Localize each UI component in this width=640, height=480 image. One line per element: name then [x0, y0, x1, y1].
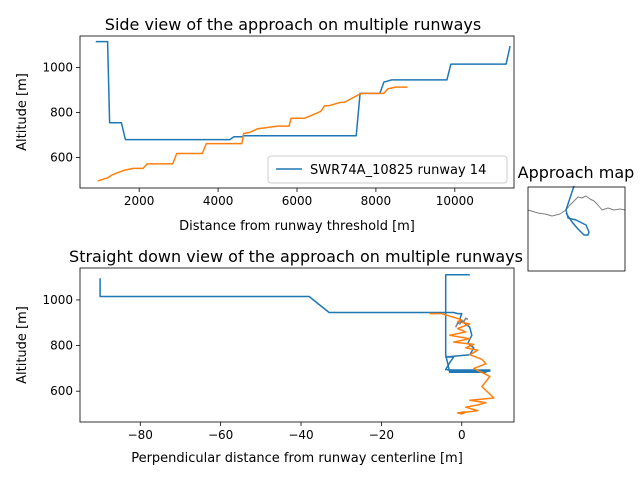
side-view-chart: Side view of the approach on multiple ru… [15, 15, 515, 234]
x-tick-label: −20 [369, 428, 394, 442]
side-view-series [95, 40, 511, 182]
x-tick-label: −60 [208, 428, 233, 442]
down-view-series [99, 274, 495, 415]
down-view-axes-frame [79, 267, 515, 423]
down-view-x-ticks: −80 −60 −40 −20 0 [128, 422, 466, 442]
side-view-axes-frame [79, 35, 515, 189]
x-tick-label: 10000 [436, 194, 474, 208]
down-view-x-label: Perpendicular distance from runway cente… [131, 451, 463, 466]
down-view-chart: Straight down view of the approach on mu… [15, 247, 523, 466]
x-tick-label: −40 [288, 428, 313, 442]
approach-map-title: Approach map [518, 163, 635, 182]
legend-entry-1: SWR74A_10825 runway 14 [310, 163, 486, 178]
series-line-2 [97, 86, 408, 182]
y-tick-label: 800 [50, 339, 73, 353]
down-view-title: Straight down view of the approach on mu… [69, 247, 523, 266]
down-view-plot-area [80, 268, 514, 422]
approach-map-frame [527, 186, 626, 272]
series-line-3 [455, 317, 469, 328]
y-tick-label: 1000 [42, 293, 73, 307]
approach-map-area [528, 187, 625, 271]
y-tick-label: 1000 [42, 61, 73, 75]
down-view-y-ticks: 600 800 1000 [42, 293, 80, 398]
legend-box [267, 155, 508, 184]
series-line-2 [429, 312, 495, 415]
map-approach-track [565, 185, 590, 236]
y-tick-label: 600 [50, 384, 73, 398]
approach-map-series [527, 185, 626, 236]
down-view-y-label: Altitude [m] [15, 306, 30, 384]
approach-map: Approach map [518, 163, 635, 272]
side-view-legend: SWR74A_10825 runway 14 [267, 155, 508, 184]
side-view-title: Side view of the approach on multiple ru… [105, 15, 481, 34]
x-tick-label: 2000 [124, 194, 155, 208]
x-tick-label: −80 [128, 428, 153, 442]
map-terrain-line [527, 195, 626, 217]
side-view-y-label: Altitude [m] [15, 73, 30, 151]
y-tick-label: 800 [50, 106, 73, 120]
side-view-x-ticks: 2000 4000 6000 8000 10000 [124, 188, 474, 208]
x-tick-label: 0 [458, 428, 466, 442]
series-line-1 [99, 274, 491, 374]
series-line-1 [95, 40, 511, 141]
x-tick-label: 4000 [203, 194, 234, 208]
x-tick-label: 6000 [282, 194, 313, 208]
side-view-x-label: Distance from runway threshold [m] [179, 219, 415, 234]
x-tick-label: 8000 [361, 194, 392, 208]
side-view-y-ticks: 600 800 1000 [42, 61, 80, 165]
y-tick-label: 600 [50, 151, 73, 165]
